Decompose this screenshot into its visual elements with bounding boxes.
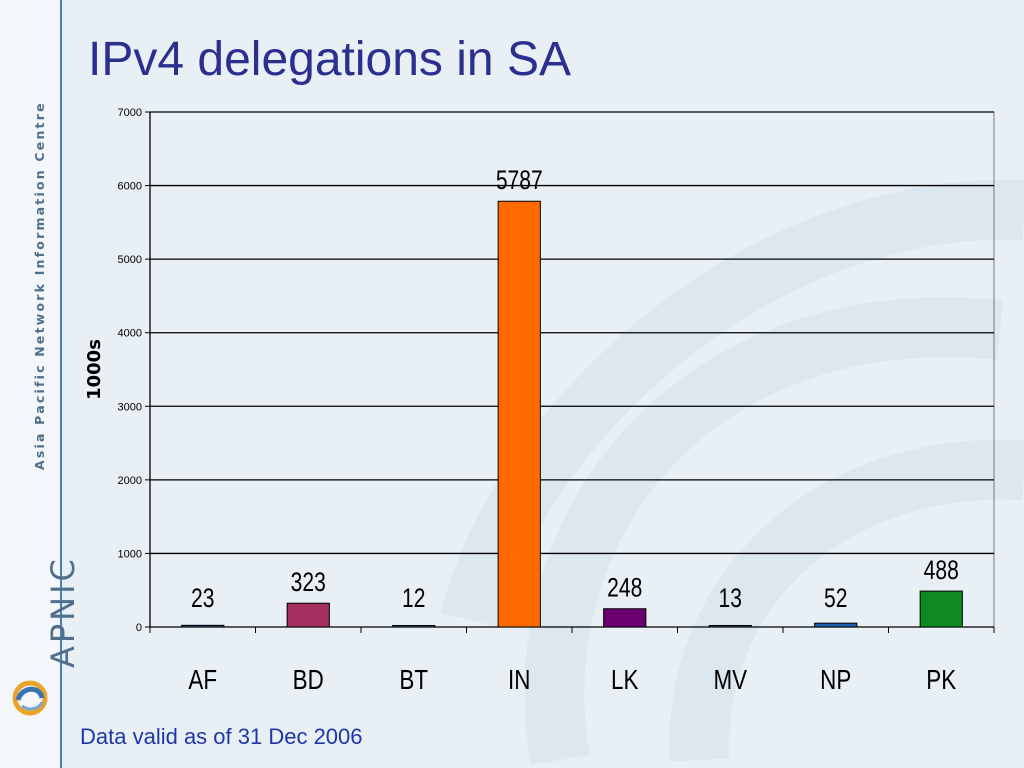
apnic-swirl-logo-icon xyxy=(12,680,48,716)
data-label: 23 xyxy=(191,584,214,614)
side-strip xyxy=(0,0,62,768)
bar-mv xyxy=(708,625,752,628)
x-tick-label: NP xyxy=(820,665,851,696)
bar-chart: 0 1000 2000 3000 4000 5000 6000 7000 1000s 23 AF 32… xyxy=(84,107,995,696)
y-axis-label: 1000s xyxy=(84,339,105,400)
x-tick-label: PK xyxy=(926,665,956,696)
data-label: 488 xyxy=(924,556,959,586)
y-tick-label: 0 xyxy=(136,622,142,634)
organization-name: Asia Pacific Network Information Centre xyxy=(32,101,47,470)
data-validity-note: Data valid as of 31 Dec 2006 xyxy=(80,724,363,749)
data-label: 52 xyxy=(824,584,847,614)
bar-af xyxy=(181,624,225,628)
y-tick-label: 4000 xyxy=(118,328,142,340)
y-tick-label: 6000 xyxy=(118,181,142,193)
x-tick-label: LK xyxy=(611,665,638,696)
data-label: 12 xyxy=(402,584,425,614)
bar-bd xyxy=(286,602,330,628)
y-tick-label: 3000 xyxy=(118,401,142,413)
data-label: 13 xyxy=(719,584,742,614)
y-tick-label: 2000 xyxy=(118,475,142,487)
slide-title: IPv4 delegations in SA xyxy=(88,33,571,86)
bar-in xyxy=(497,200,541,628)
x-tick-label: IN xyxy=(508,665,530,696)
x-tick-label: BT xyxy=(399,665,428,696)
bar-bt xyxy=(392,625,436,628)
x-tick-label: BD xyxy=(293,665,324,696)
plot-area-border xyxy=(149,111,995,628)
y-tick-label: 7000 xyxy=(118,107,142,119)
bar-pk xyxy=(919,590,963,628)
data-label: 248 xyxy=(607,573,642,603)
data-label: 5787 xyxy=(496,166,543,196)
data-label: 323 xyxy=(291,568,326,598)
x-tick-label: AF xyxy=(188,665,217,696)
y-tick-label: 1000 xyxy=(118,548,142,560)
bar-np xyxy=(814,622,858,628)
bar-lk xyxy=(603,608,647,628)
y-tick-label: 5000 xyxy=(118,254,142,266)
x-tick-label: MV xyxy=(713,665,747,696)
